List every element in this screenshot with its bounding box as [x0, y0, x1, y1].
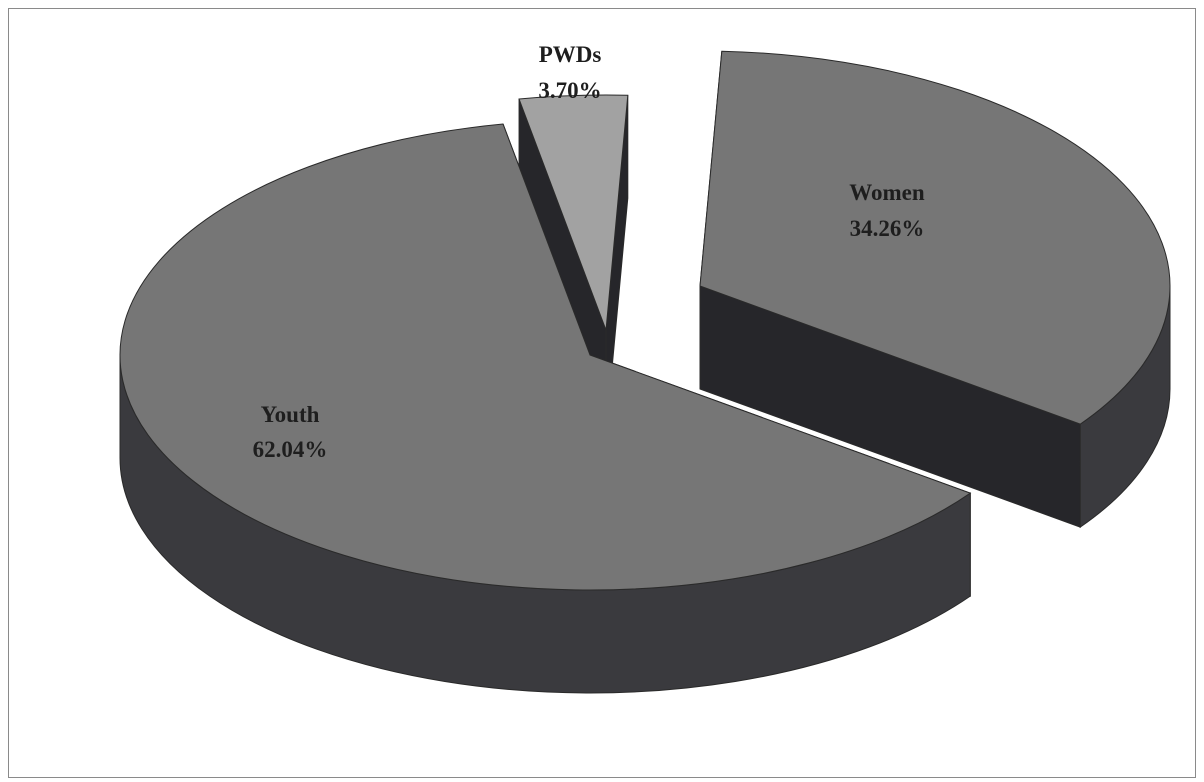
slice-label-youth-value: 62.04% — [253, 437, 328, 462]
slice-top-youth — [119, 123, 972, 591]
pie-labels: Youth 62.04% Women 34.26% PWDs 3.70% — [253, 42, 925, 462]
slice-label-pwds-name: PWDs — [539, 42, 602, 67]
slice-top-women — [699, 50, 1171, 425]
slice-label-women-value: 34.26% — [850, 216, 925, 241]
slice-top-pwds — [518, 94, 629, 331]
pie-sides — [119, 50, 1171, 694]
slice-label-youth-name: Youth — [261, 402, 320, 427]
slice-label-pwds-value: 3.70% — [538, 78, 601, 103]
slice-label-women-name: Women — [849, 180, 925, 205]
